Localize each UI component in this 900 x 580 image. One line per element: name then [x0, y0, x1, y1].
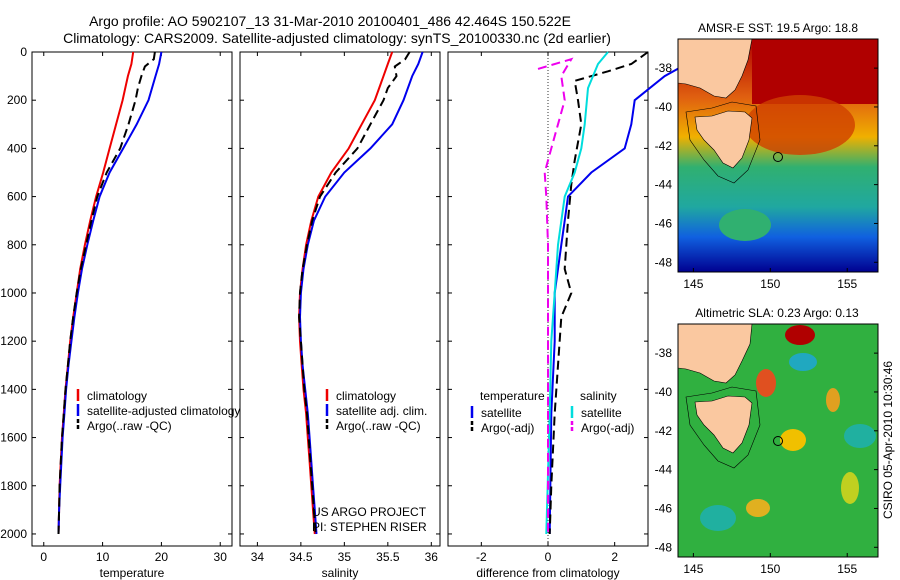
sla-shelf-contour [685, 386, 761, 469]
salinity-series-1 [298, 51, 424, 535]
difference-legend-label: satellite [581, 406, 622, 420]
sst-map-ytick-label: -46 [655, 216, 673, 230]
sla-map-ytick-label: -38 [655, 346, 673, 360]
salinity-xtick-label: 35 [338, 550, 352, 564]
sst-warm-eddy [745, 95, 855, 155]
salinity-legend-label: Argo(..raw -QC) [336, 419, 421, 433]
difference-xtick-label: 0 [545, 550, 552, 564]
sla-high-4 [826, 388, 840, 412]
temperature-ytick-label: 1600 [0, 431, 27, 445]
temperature-legend-label: satellite-adjusted climatology [87, 404, 240, 418]
difference-xtick-label: 2 [611, 550, 618, 564]
sla-high-5 [746, 499, 770, 517]
salinity-xtick-label: 34 [251, 550, 265, 564]
sla-high-2 [756, 369, 776, 397]
temperature-legend-label: Argo(..raw -QC) [87, 419, 172, 433]
sst-map-ytick-label: -38 [655, 61, 673, 75]
sla-mainland-land [678, 324, 753, 384]
salinity-legend-label: satellite adj. clim. [336, 404, 427, 418]
figure-title-line1: Argo profile: AO 5902107_13 31-Mar-2010 … [89, 13, 571, 29]
sst-map-xtick-label: 145 [683, 277, 703, 291]
pi-annotation: US ARGO PROJECT [312, 505, 427, 519]
difference-series-3 [537, 57, 574, 534]
temperature-ytick-label: 600 [7, 190, 27, 204]
temperature-xtick-label: 10 [96, 550, 110, 564]
sst-map-xtick-label: 150 [760, 277, 780, 291]
sla-map-ytick-label: -40 [655, 385, 673, 399]
sst-shelf-contour [685, 101, 761, 184]
temperature-ytick-label: 1400 [0, 382, 27, 396]
difference-series-2 [545, 51, 609, 535]
sla-map-xtick-label: 145 [683, 562, 703, 576]
difference-xlabel: difference from climatology [476, 566, 619, 580]
sla-map-ytick-label: -46 [655, 501, 673, 515]
temperature-ytick-label: 1000 [0, 286, 27, 300]
sst-argo-marker [773, 152, 783, 162]
sst-map-ytick-label: -48 [655, 255, 673, 269]
temperature-panel: 0 10 20 30 0 200 400 600 800 1000 1200 1400 1600 1800… [0, 45, 240, 580]
temperature-ytick-label: 2000 [0, 527, 27, 541]
temperature-ytick-label: 400 [7, 141, 27, 155]
difference-legend-label: satellite [481, 406, 522, 420]
salinity-xlabel: salinity [322, 566, 359, 580]
sst-map-title: AMSR-E SST: 19.5 Argo: 18.8 [698, 21, 858, 35]
difference-xtick-label: -2 [476, 550, 487, 564]
sla-high-6 [841, 472, 859, 504]
sla-map-title: Altimetric SLA: 0.23 Argo: 0.13 [695, 306, 859, 320]
difference-legend-label: Argo(-adj) [481, 421, 534, 435]
sla-tasmania-land [694, 395, 753, 454]
sst-warm-current [752, 39, 878, 104]
difference-legend-label: Argo(-adj) [581, 421, 634, 435]
temperature-xlabel: temperature [100, 566, 165, 580]
sst-map-ytick-label: -40 [655, 100, 673, 114]
sla-map-xtick-label: 155 [837, 562, 857, 576]
side-timestamp-label: CSIRO 05-Apr-2010 10:30:46 [881, 361, 895, 519]
salinity-legend-label: climatology [336, 389, 396, 403]
temperature-xtick-label: 20 [155, 550, 169, 564]
sst-map-ytick-label: -44 [655, 178, 673, 192]
sla-high-1 [785, 325, 815, 345]
temperature-ytick-label: 200 [7, 93, 27, 107]
sla-map-frame [677, 323, 879, 558]
sla-map-ytick-label: -44 [655, 463, 673, 477]
sla-low-2 [844, 424, 876, 448]
temperature-xtick-label: 0 [40, 550, 47, 564]
temperature-ytick-label: 1200 [0, 334, 27, 348]
sst-cool-patch [719, 209, 771, 241]
sla-map-ytick-label: -48 [655, 540, 673, 554]
sst-map-xtick-label: 155 [837, 277, 857, 291]
temperature-xtick-label: 30 [214, 550, 228, 564]
sla-argo-marker [773, 436, 783, 446]
figure-title-line2: Climatology: CARS2009. Satellite-adjuste… [63, 30, 611, 46]
sst-tasmania-land [694, 110, 753, 169]
salinity-axes-frame [239, 51, 441, 547]
difference-series-0 [548, 51, 709, 535]
temperature-ytick-label: 800 [7, 238, 27, 252]
pi-annotation: PI: STEPHEN RISER [312, 520, 427, 534]
temperature-ytick-label: 1800 [0, 479, 27, 493]
sst-map-frame [677, 38, 879, 273]
sla-low-3 [700, 505, 736, 531]
salinity-series-2 [298, 51, 411, 535]
temperature-ytick-label: 0 [20, 45, 27, 59]
sst-map-ytick-label: -42 [655, 139, 673, 153]
temperature-legend-label: climatology [87, 389, 147, 403]
sst-map-panel: AMSR-E SST: 19.5 Argo: 18.8 145 150 155 -38… [655, 21, 879, 291]
sla-map-xtick-label: 150 [760, 562, 780, 576]
salinity-xtick-label: 34.5 [289, 550, 313, 564]
sla-map-panel: Altimetric SLA: 0.23 Argo: 0.13 145 150 15… [655, 306, 879, 576]
temperature-axes-frame [31, 51, 233, 547]
salinity-xtick-label: 36 [425, 550, 439, 564]
salinity-panel: 34 34.5 35 35.5 36 salinity climatologysatelli… [239, 51, 441, 580]
difference-legend-header: salinity [580, 389, 617, 403]
difference-legend-header: temperature [480, 389, 545, 403]
sla-low-1 [789, 353, 817, 371]
sla-high-3 [780, 429, 806, 451]
difference-series-1 [548, 51, 649, 535]
sla-map-ytick-label: -42 [655, 424, 673, 438]
difference-panel: -2 0 2 difference from climatology temperatu… [447, 51, 709, 580]
salinity-xtick-label: 35.5 [376, 550, 400, 564]
sst-mainland-land [678, 39, 753, 99]
